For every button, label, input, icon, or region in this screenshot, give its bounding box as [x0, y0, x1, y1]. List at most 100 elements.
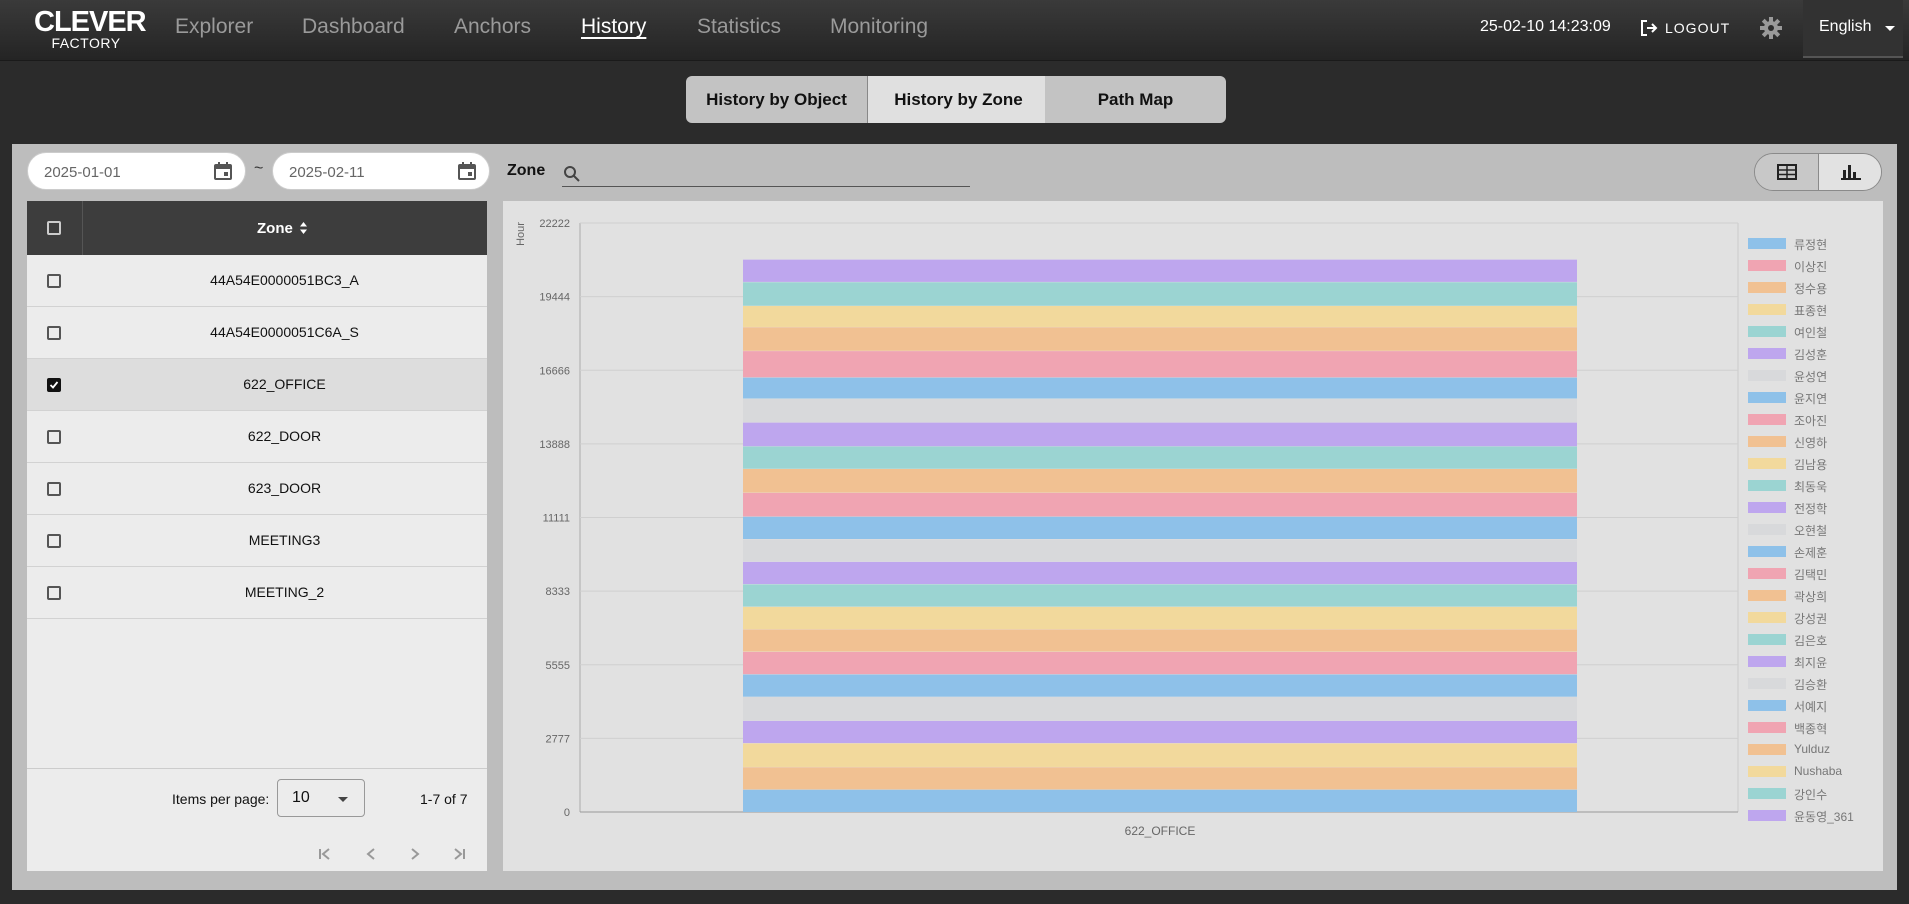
nav-dashboard[interactable]: Dashboard [302, 15, 405, 38]
zone-table: Zone 44A54E0000051BC3_A 44A54E0000051C6A_… [27, 201, 487, 871]
sort-icon[interactable] [299, 221, 308, 235]
nav-monitoring[interactable]: Monitoring [830, 15, 929, 38]
legend-swatch [1748, 568, 1786, 579]
y-tick-label: 22222 [539, 218, 570, 230]
zone-cell: 622_OFFICE [243, 376, 326, 392]
bar-segment [743, 516, 1577, 539]
calendar-icon[interactable] [457, 161, 477, 181]
legend-swatch [1748, 348, 1786, 359]
logout-button[interactable]: LOGOUT [1640, 19, 1730, 37]
table-row[interactable]: 622_OFFICE [27, 359, 487, 411]
bar-segment [743, 259, 1577, 282]
zone-search-input[interactable] [562, 186, 970, 187]
date-range-separator: ~ [254, 160, 264, 177]
logo-text-bottom: FACTORY [51, 35, 121, 51]
legend-label: 류정현 [1794, 238, 1828, 252]
legend-label: 강인수 [1794, 788, 1828, 802]
bar-segment [743, 398, 1577, 423]
items-per-page-value: 10 [292, 789, 310, 806]
bar-segment [743, 789, 1577, 812]
legend-label: 강성권 [1794, 612, 1828, 626]
zone-column-header[interactable]: Zone [257, 220, 293, 237]
table-row[interactable]: MEETING_2 [27, 567, 487, 619]
row-checkbox[interactable] [47, 326, 61, 340]
checkmark-icon [49, 381, 59, 389]
table-row[interactable]: 44A54E0000051BC3_A [27, 255, 487, 307]
table-view-button[interactable] [1755, 154, 1819, 190]
legend-label: 표종현 [1794, 304, 1828, 318]
legend-swatch [1748, 458, 1786, 469]
bar-segment [743, 720, 1577, 744]
x-tick-label: 622_OFFICE [1125, 824, 1196, 838]
language-value: English [1819, 18, 1872, 35]
row-checkbox[interactable] [47, 274, 61, 288]
bar-segment [743, 305, 1577, 327]
zone-cell: MEETING3 [248, 532, 321, 548]
row-checkbox[interactable] [47, 430, 61, 444]
table-row[interactable]: 622_DOOR [27, 411, 487, 463]
bar-segment [743, 492, 1577, 517]
bar-segment [743, 766, 1577, 790]
legend-label: 정수용 [1794, 282, 1828, 296]
row-checkbox[interactable] [47, 482, 61, 496]
bar-segment [743, 584, 1577, 607]
next-page-icon[interactable] [407, 846, 423, 862]
tab-history-by-zone[interactable]: History by Zone [867, 76, 1050, 123]
nav-explorer[interactable]: Explorer [175, 15, 254, 38]
legend-swatch [1748, 700, 1786, 711]
y-tick-label: 13888 [539, 439, 570, 451]
legend-label: 최지윤 [1794, 656, 1828, 670]
legend-label: Yulduz [1794, 742, 1831, 756]
stacked-bar-chart: 0 2777 5555 8333 11111 13888 16666 19444 22222 Ho… [515, 218, 1739, 838]
y-axis-label: Hour [515, 222, 527, 246]
end-date-field[interactable]: 2025-02-11 [272, 152, 490, 190]
bar-segment [743, 606, 1577, 630]
top-navbar: CLEVER FACTORY Explorer Dashboard Anchor… [0, 0, 1909, 61]
last-page-icon[interactable] [451, 846, 467, 862]
zone-filter-label: Zone [507, 162, 546, 179]
legend-swatch [1748, 810, 1786, 821]
select-all-checkbox[interactable] [47, 221, 61, 235]
legend-swatch [1748, 304, 1786, 315]
table-icon [1777, 164, 1797, 180]
legend-label: 김은호 [1794, 634, 1828, 648]
y-tick-label: 11111 [543, 513, 570, 525]
items-per-page-select[interactable]: 10 [277, 779, 365, 817]
table-row[interactable]: MEETING3 [27, 515, 487, 567]
legend-swatch [1748, 744, 1786, 755]
legend-label: 신영하 [1794, 436, 1828, 450]
legend-swatch [1748, 678, 1786, 689]
chart-view-button[interactable] [1819, 154, 1881, 190]
legend-swatch [1748, 546, 1786, 557]
row-checkbox[interactable] [47, 586, 61, 600]
calendar-icon[interactable] [213, 161, 233, 181]
nav-statistics[interactable]: Statistics [697, 15, 782, 38]
legend-label: 윤동영_361 [1794, 810, 1854, 824]
legend-swatch [1748, 502, 1786, 513]
nav-history[interactable]: History [581, 15, 647, 38]
row-checkbox[interactable] [47, 378, 61, 392]
row-checkbox[interactable] [47, 534, 61, 548]
y-tick-label: 0 [564, 807, 570, 819]
select-all-cell [27, 201, 83, 255]
table-row[interactable]: 44A54E0000051C6A_S [27, 307, 487, 359]
bar-segment [743, 446, 1577, 469]
bar-chart-icon [1841, 165, 1861, 180]
language-select[interactable]: English [1803, 0, 1903, 58]
legend-swatch [1748, 414, 1786, 425]
tab-path-map[interactable]: Path Map [1045, 76, 1226, 123]
first-page-icon[interactable] [317, 846, 333, 862]
legend-swatch [1748, 612, 1786, 623]
legend-label: 전정학 [1794, 502, 1828, 516]
start-date-field[interactable]: 2025-01-01 [27, 152, 246, 190]
clever-factory-logo[interactable]: CLEVER FACTORY [34, 6, 147, 52]
start-date-value: 2025-01-01 [44, 164, 121, 181]
previous-page-icon[interactable] [363, 846, 379, 862]
legend-label: 이상진 [1794, 260, 1828, 274]
legend-label: 서예지 [1794, 700, 1828, 714]
tab-history-by-object[interactable]: History by Object [686, 76, 867, 123]
legend-swatch [1748, 524, 1786, 535]
table-row[interactable]: 623_DOOR [27, 463, 487, 515]
nav-anchors[interactable]: Anchors [454, 15, 532, 38]
gear-icon[interactable] [1759, 16, 1783, 40]
